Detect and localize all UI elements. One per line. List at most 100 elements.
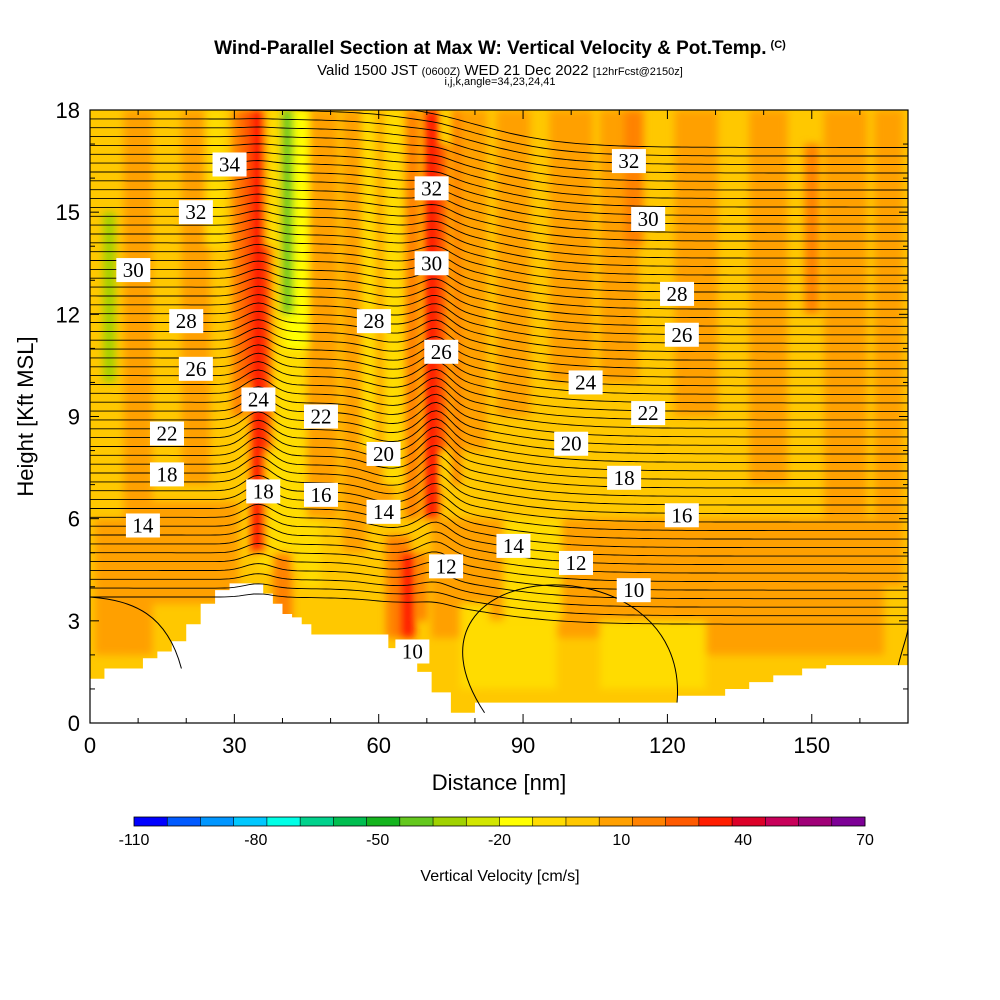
theta-contour-line [90,193,908,242]
theta-contour-line [90,126,908,174]
velocity-core [400,552,415,638]
theta-contour-line [90,185,908,234]
colorbar-tick-label: 10 [612,832,630,849]
colorbar-swatch [665,817,700,826]
theta-contour-line [90,252,908,302]
theta-contour-label: 26 [424,339,459,364]
theta-contour-line [90,596,182,669]
contour-label-text: 20 [373,442,394,466]
velocity-band [804,144,819,315]
terrain-mask [90,583,908,723]
chart-subtitle: Valid 1500 JST (0600Z) WED 21 Dec 2022 [… [0,62,1000,79]
colorbar-swatch [499,817,534,826]
contour-label-bg [178,200,213,225]
contour-label-text: 12 [565,551,586,575]
contour-label-bg [212,152,247,177]
theta-contour-label: 22 [631,401,666,426]
theta-contour-label: 30 [631,206,666,231]
theta-contour-label: 14 [496,533,531,558]
colorbar-tick-label: -80 [244,832,267,849]
velocity-band [405,110,420,519]
theta-contour-label: 14 [366,500,401,524]
theta-contour-label: 14 [125,513,160,538]
theta-contour-line [90,243,908,293]
velocity-core [281,110,294,315]
theta-contour-line [90,455,908,506]
x-tick-label: 30 [222,733,246,758]
contour-label-bg [664,322,699,347]
theta-contour-label: 32 [414,176,449,201]
contour-label-bg [424,339,459,364]
contour-label-bg [558,550,593,575]
colorbar-swatch [599,817,633,826]
theta-contour-line [90,319,908,370]
contour-label-bg [303,404,338,429]
contour-label-text: 16 [310,483,331,507]
velocity-band [460,603,490,689]
x-tick-label: 0 [84,733,96,758]
theta-contour-line [90,235,908,285]
theta-contour-label: 12 [429,554,464,579]
velocity-band [301,518,321,587]
colorbar-swatch [233,817,268,826]
contour-label-text: 10 [402,639,423,663]
theta-contour-label: 28 [356,309,391,334]
theta-contour-line [90,143,908,191]
contour-label-bg [395,639,430,664]
theta-contour-line [90,428,908,480]
contour-label-text: 22 [638,401,659,425]
colorbar-swatch [134,817,168,826]
theta-contour-line [90,352,908,404]
colorbar-swatch [167,817,201,826]
colorbar-swatch [831,817,866,826]
contour-label-bg [631,401,666,426]
contour-label-text: 26 [671,323,692,347]
theta-contour-label: 10 [395,639,430,664]
contour-label-bg [429,554,464,579]
contour-label-bg [116,258,151,283]
colorbar-swatch [266,817,301,826]
contour-label-bg [660,281,695,306]
contour-label-text: 24 [575,370,597,394]
theta-contour-line [90,553,908,591]
theta-contour-line [90,302,908,353]
colorbar-swatch [732,817,766,826]
theta-contour-line [90,386,908,438]
theta-contour-line [90,277,908,327]
velocity-core [103,212,116,383]
theta-contour-label: 22 [149,421,184,446]
contour-label-text: 18 [156,462,177,486]
theta-contour-line [90,227,908,276]
theta-contour-line [90,176,908,225]
y-axis-label: Height [Kft MSL] [13,336,38,496]
contour-label-text: 16 [671,503,692,527]
theta-contour-line [90,563,908,600]
velocity-band [450,110,461,485]
contour-label-text: 32 [618,149,639,173]
colorbar-swatch [433,817,467,826]
x-tick-label: 60 [366,733,390,758]
axis-ticks [89,109,909,724]
contour-label-text: 18 [614,466,635,490]
contour-label-bg [246,479,281,504]
colorbar-tick-label: -20 [488,832,511,849]
velocity-band [749,110,788,485]
theta-contour-line [90,344,908,395]
theta-contour-label: 18 [246,479,281,504]
theta-contour-line [90,218,908,268]
contour-label-text: 18 [253,479,274,503]
plot-area: 10 10 12 12 14 14 14 16 16 18 18 18 20 20 22 22 22 24 24 26… [90,110,908,723]
theta-contour-line [90,411,908,463]
contour-label-bg [616,578,651,603]
velocity-band [417,552,427,621]
x-axis-label: Distance [nm] [432,770,567,795]
contour-label-bg [664,503,699,528]
theta-contour-label: 18 [149,462,184,487]
theta-contour-label: 30 [116,258,151,283]
chart-indices: i,j,k,angle=34,23,24,41 [444,76,556,88]
theta-contour-label: 28 [660,281,695,306]
velocity-band [205,110,225,247]
colorbar-tick-label: 40 [734,832,752,849]
y-tick-label: 3 [68,609,80,634]
